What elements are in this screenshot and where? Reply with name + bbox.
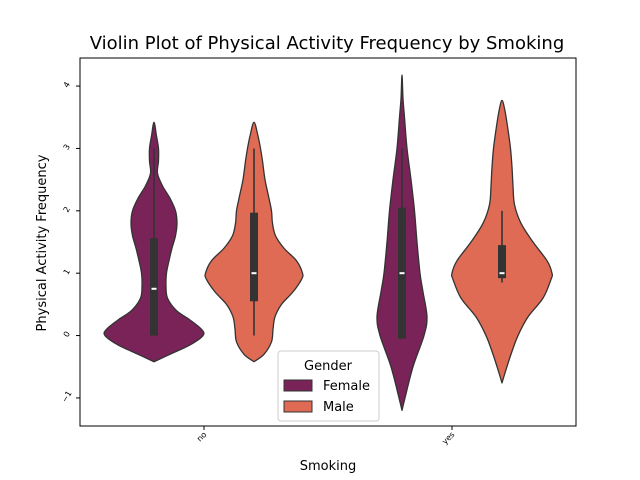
legend-title: Gender	[304, 359, 353, 374]
y-tick-label-3: 3	[62, 143, 72, 152]
x-axis-label: Smoking	[300, 459, 357, 474]
iqr-box-female-no	[150, 238, 158, 336]
y-ticks-layer: −1 0 1 2 3 4	[60, 80, 80, 404]
chart-title: Violin Plot of Physical Activity Frequen…	[90, 33, 565, 54]
legend-swatch-male	[283, 400, 313, 413]
y-tick-label-2: 2	[62, 205, 72, 214]
y-tick-label-4: 4	[62, 80, 72, 89]
median-marker-male-yes	[499, 272, 505, 275]
iqr-box-male-yes	[498, 245, 506, 279]
legend-swatch-female	[283, 379, 313, 392]
median-marker-female-yes	[399, 272, 405, 275]
y-tick-label--1: −1	[60, 389, 74, 404]
x-tick-label-yes: yes	[440, 430, 456, 446]
x-ticks-layer: no yes	[195, 426, 456, 446]
median-marker-male-no	[251, 272, 257, 275]
y-tick-label-0: 0	[62, 330, 72, 339]
median-marker-female-no	[151, 287, 157, 290]
violins-layer	[103, 74, 554, 412]
legend-label-male: Male	[323, 400, 354, 415]
y-tick-label-1: 1	[62, 267, 72, 276]
y-axis-label: Physical Activity Frequency	[35, 154, 50, 331]
plot-frame	[79, 57, 577, 427]
iqr-box-male-no	[250, 212, 258, 302]
legend-label-female: Female	[323, 379, 370, 394]
x-tick-label-no: no	[195, 430, 208, 443]
legend: Gender Female Male	[277, 350, 380, 422]
